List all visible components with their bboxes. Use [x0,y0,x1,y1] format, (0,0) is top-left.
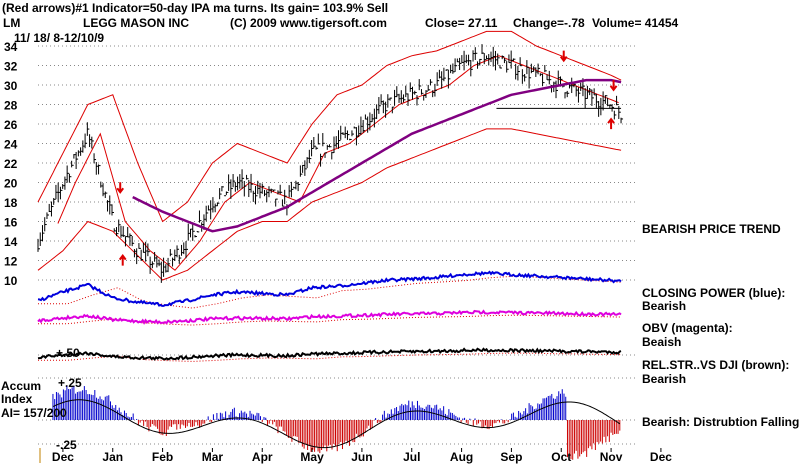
x-tick-label: Dec [650,450,672,464]
x-tick-label: Jan [102,450,123,464]
x-tick-label: May [300,450,324,464]
date-range: 11/ 18/ 8-12/10/9 [14,31,105,45]
accum-ai: AI= 157/200 [1,406,67,420]
x-tick-label: Jul [403,450,420,464]
accum-title: Accum [1,379,42,393]
obv-line [37,309,622,325]
x-tick-label: Jun [351,450,372,464]
y-tick-label: 32 [4,60,18,74]
y-tick-label: 28 [4,99,18,113]
lower-band [37,128,622,281]
sell-arrow [559,50,568,63]
close-value: Close= 27.11 [425,16,498,30]
x-tick-label: Feb [152,450,173,464]
x-tick-label: Sep [500,450,522,464]
accum-ma-line [52,399,621,449]
y-tick-label: 12 [4,255,18,269]
volume-value: Volume= 41454 [592,16,679,30]
y-tick-label: 22 [4,157,18,171]
accum-top-tick: +.25 [58,376,82,390]
closing-power-line [37,270,622,307]
relstr-state: Bearish [642,372,687,386]
closing-power-line-ma [38,275,621,309]
x-tick-label: Aug [450,450,473,464]
accum-bottom-tick: -.25 [56,438,77,452]
indicator-title: (Red arrows)#1 Indicator=50-day IPA ma t… [2,1,389,15]
change-value: Change=-.78 [513,16,585,30]
y-tick-label: 20 [4,177,18,191]
sell-arrow [609,79,618,92]
obv-state: Beaish [642,335,682,349]
buy-arrow [118,253,127,266]
accum-state: Bearish: Distrubtion Falling. [642,415,800,429]
y-tick-label: 10 [4,274,18,288]
x-tick-label: Mar [202,450,224,464]
y-tick-label: 30 [4,79,18,93]
closing-power-state: Bearish [642,299,687,313]
x-tick-label: Apr [252,450,273,464]
y-tick-label: 34 [4,40,18,54]
price-trend-label: BEARISH PRICE TREND [642,222,781,236]
relstr-line-ma [38,352,622,362]
sell-arrow [116,182,125,194]
relstr-line [37,347,622,361]
y-tick-label: 14 [4,235,18,249]
y-tick-label: 18 [4,196,18,210]
buy-arrow [607,117,615,130]
obv-label: OBV (magenta): [642,321,733,335]
relstr-label: REL.STR..VS DJI (brown): [642,358,790,372]
company-name: LEGG MASON INC [83,16,190,30]
x-tick-label: Dec [52,450,74,464]
ma50-line [132,78,622,233]
y-tick-label: 24 [4,138,18,152]
copyright: (C) 2009 www.tigersoft.com [230,16,387,30]
upper-band [37,30,622,223]
x-tick-label: Oct [551,450,571,464]
x-tick-label: Nov [600,450,623,464]
y-tick-label: 26 [4,118,18,132]
ticker-symbol: LM [3,16,21,30]
closing-power-label: CLOSING POWER (blue): [642,286,786,300]
accum-title-2: Index [1,392,33,406]
y-tick-label: 16 [4,216,18,230]
